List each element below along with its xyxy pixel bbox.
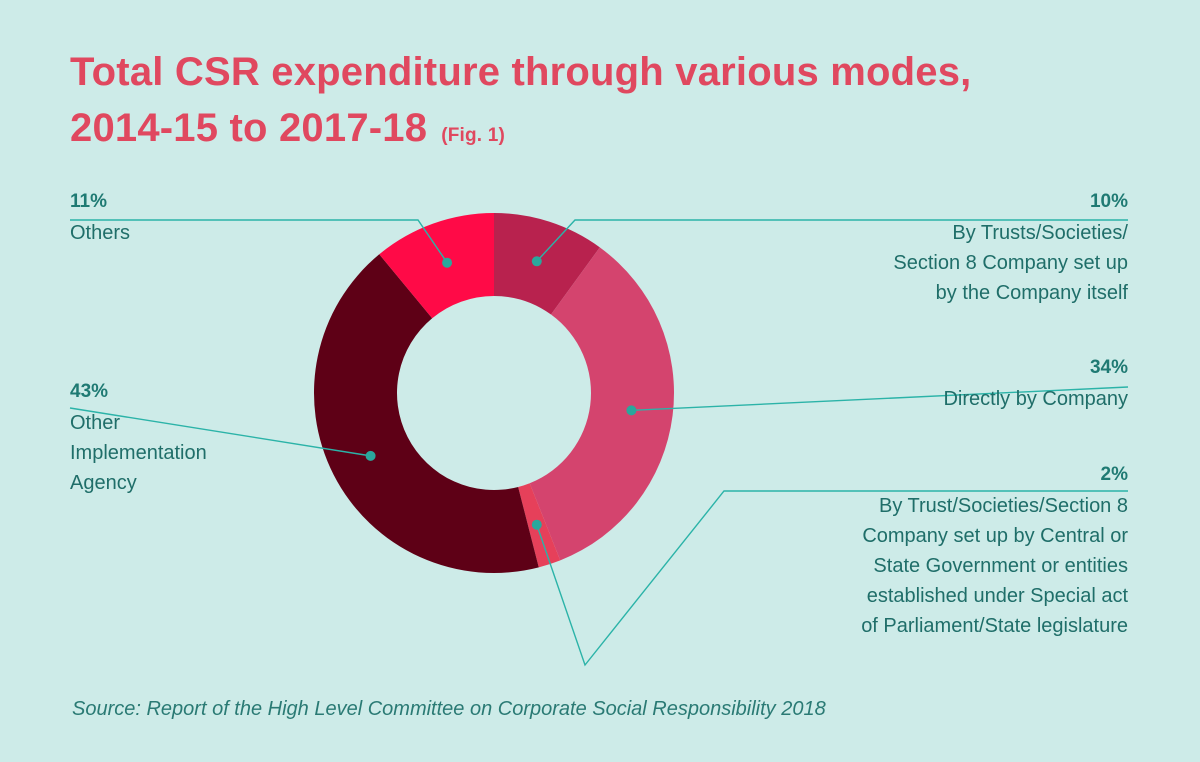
pct-government-trusts: 2%	[1100, 464, 1128, 485]
dot-trusts-company	[531, 256, 542, 267]
name-government-trusts: By Trust/Societies/Section 8 Company set…	[861, 495, 1128, 637]
name-trusts-company: By Trusts/Societies/ Section 8 Company s…	[893, 222, 1128, 304]
dot-other-implementation-agency	[365, 450, 376, 461]
leader-government-trusts	[536, 490, 1128, 667]
pct-others: 11%	[70, 191, 107, 212]
pct-trusts-company: 10%	[1089, 191, 1128, 212]
pct-directly-by-company: 34%	[1089, 357, 1128, 378]
slice-trusts-company	[494, 213, 600, 315]
leader-trusts-company	[536, 219, 1128, 262]
dot-others	[442, 257, 453, 268]
label-directly-by-company: 34% Directly by Company	[943, 356, 1128, 414]
name-other-implementation-agency: Other Implementation Agency	[70, 412, 207, 494]
source-note: Source: Report of the High Level Committ…	[72, 698, 826, 720]
leader-other-implementation-agency	[69, 407, 371, 457]
leader-directly-by-company	[631, 386, 1129, 412]
title-line-1: Total CSR expenditure through various mo…	[70, 50, 972, 94]
slice-directly-by-company	[529, 247, 674, 561]
name-directly-by-company: Directly by Company	[943, 388, 1128, 410]
leader-others	[70, 219, 448, 264]
label-trusts-company: 10% By Trusts/Societies/ Section 8 Compa…	[893, 190, 1128, 308]
dot-government-trusts	[531, 519, 542, 530]
slice-other-implementation-agency	[313, 254, 539, 573]
dot-directly-by-company	[626, 405, 637, 416]
label-other-implementation-agency: 43% Other Implementation Agency	[70, 380, 207, 498]
pct-other-implementation-agency: 43%	[70, 381, 109, 402]
figure-number: (Fig. 1)	[441, 125, 506, 146]
title-line-2: 2014-15 to 2017-18	[70, 106, 428, 150]
label-others: 11% Others	[70, 190, 130, 248]
slice-others	[379, 213, 494, 319]
chart-title: Total CSR expenditure through various mo…	[70, 44, 972, 164]
label-government-trusts: 2% By Trust/Societies/Section 8 Company …	[861, 463, 1128, 641]
name-others: Others	[70, 222, 131, 244]
